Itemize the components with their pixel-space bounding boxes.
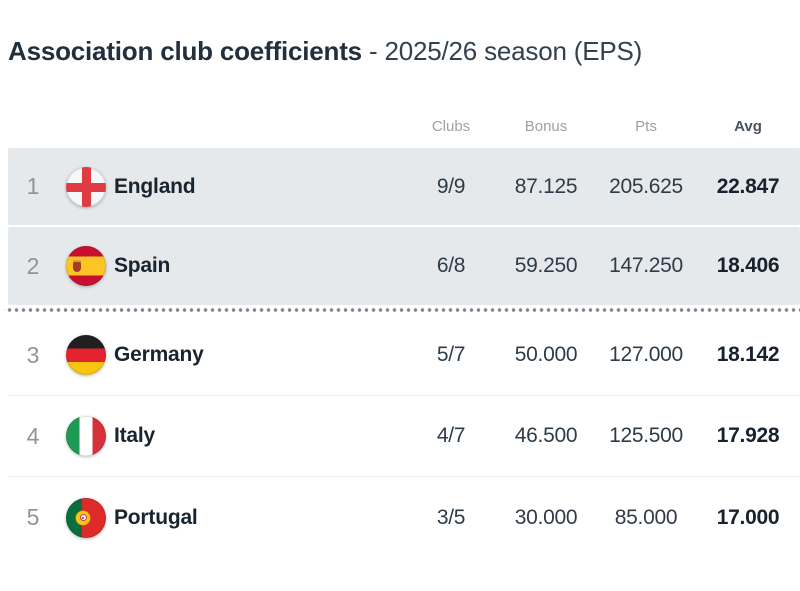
avg-value: 22.847 [716,174,780,198]
rank-number: 3 [26,341,40,368]
column-header-pts: Pts [635,117,657,135]
avg-value: 18.142 [716,343,780,366]
pts-value: 205.625 [609,174,683,198]
pts-value: 147.250 [609,254,683,277]
clubs-value: 6/8 [436,254,466,277]
table-row-england[interactable]: 1 England 9/9 87.125 205.625 22.847 [8,148,800,225]
clubs-value: 9/9 [436,174,466,198]
pts-value: 125.500 [609,424,683,447]
bonus-value: 59.250 [514,254,578,277]
bonus-value: 46.500 [514,424,578,447]
column-header-clubs: Clubs [431,117,471,135]
page-title-main: Association club coefficients [8,36,362,66]
table-row-spain[interactable]: 2 Spain 6/8 59.250 147.250 18.406 [8,227,800,305]
avg-value: 17.000 [716,505,780,529]
country-name: Germany [114,343,204,366]
bonus-value: 30.000 [514,505,578,529]
table-row-italy[interactable]: 4 Italy 4/7 46.500 125.500 17.928 [8,396,800,477]
column-header-avg: Avg [734,117,762,135]
avg-value: 18.406 [716,254,780,277]
clubs-value: 4/7 [436,424,466,447]
rank-number: 1 [26,173,40,199]
clubs-value: 3/5 [436,505,466,529]
country-name: Spain [114,254,171,277]
coefficients-table: Clubs Bonus Pts Avg 1 England 9/9 87.125… [4,104,800,558]
country-name: Italy [114,424,156,447]
association-coefficients-widget: Association club coefficients - 2025/26 … [0,36,800,591]
germany-flag-icon [66,335,106,375]
rank-number: 4 [26,422,40,449]
page-title: Association club coefficients - 2025/26 … [8,36,800,66]
pts-value: 127.000 [609,343,683,366]
table-header-row: Clubs Bonus Pts Avg [8,104,800,148]
country-name: Portugal [114,505,198,529]
avg-value: 17.928 [716,424,780,447]
bonus-value: 87.125 [514,174,578,198]
table-row-portugal[interactable]: 5 Portugal 3/5 30.000 85.000 17.000 [8,477,800,558]
italy-flag-icon [66,416,106,456]
england-flag-icon [66,166,106,207]
spain-flag-icon [66,246,106,286]
clubs-value: 5/7 [436,343,466,366]
rank-number: 5 [26,504,40,530]
country-name: England [114,174,196,198]
bonus-value: 50.000 [514,343,578,366]
column-header-bonus: Bonus [524,117,568,135]
page-title-season: - 2025/26 season (EPS) [368,36,643,66]
qualification-cutoff-separator [4,305,800,315]
table-row-germany[interactable]: 3 Germany 5/7 50.000 127.000 18.142 [8,315,800,396]
rank-number: 2 [26,252,40,279]
pts-value: 85.000 [614,505,678,529]
portugal-flag-icon [66,497,106,538]
